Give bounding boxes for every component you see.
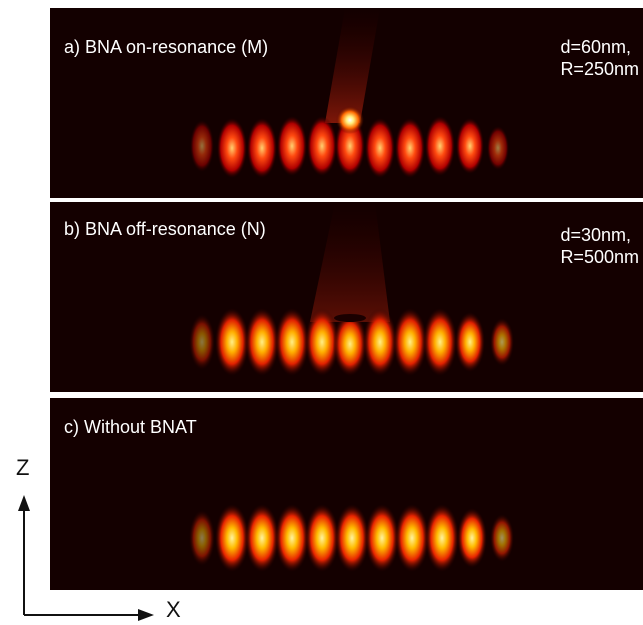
panel-a-param-d: d=60nm,	[560, 37, 631, 57]
panel-c-lobes	[189, 504, 514, 572]
panel-b-field-map: b) BNA off-resonance (N) d=30nm, R=500nm	[50, 202, 643, 392]
panel-c-field-map: c) Without BNAT	[50, 398, 643, 590]
panel-c-heatmap	[50, 398, 643, 590]
panel-b-param-d: d=30nm,	[560, 225, 631, 245]
panel-a-param-r: R=250nm	[560, 59, 639, 79]
panel-a-field-map: a) BNA on-resonance (M) d=60nm, R=250nm	[50, 8, 643, 198]
panel-a-title: a) BNA on-resonance (M)	[64, 37, 269, 57]
z-axis-label: Z	[16, 455, 30, 480]
panel-b-title: b) BNA off-resonance (N)	[64, 219, 266, 239]
panel-b-heatmap	[50, 202, 643, 392]
panel-b-node	[334, 314, 366, 322]
panel-b-params: d=30nm, R=500nm	[560, 224, 639, 268]
panel-b-param-r: R=500nm	[560, 247, 639, 267]
panel-a-heatmap	[50, 8, 643, 198]
panel-a-params: d=60nm, R=250nm	[560, 36, 639, 80]
axes-arrows	[18, 495, 154, 621]
panel-b-lobes	[189, 308, 514, 376]
panel-a-hotspot	[336, 106, 364, 134]
x-axis-label: X	[166, 597, 181, 622]
panel-c-title: c) Without BNAT	[64, 417, 197, 437]
